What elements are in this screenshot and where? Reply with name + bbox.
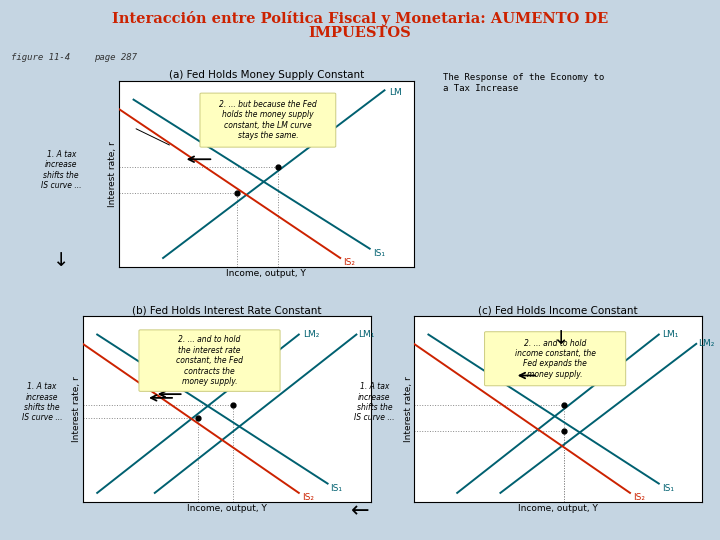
Text: 2. ... and to hold
the interest rate
constant, the Fed
contracts the
money suppl: 2. ... and to hold the interest rate con… xyxy=(176,335,243,386)
FancyBboxPatch shape xyxy=(200,93,336,147)
Text: LM₂: LM₂ xyxy=(303,330,320,339)
Text: page 287: page 287 xyxy=(94,53,137,62)
Y-axis label: Interest rate, r: Interest rate, r xyxy=(404,376,413,442)
Text: ↓: ↓ xyxy=(554,329,570,348)
Text: figure 11-4: figure 11-4 xyxy=(11,53,70,62)
Text: a Tax Increase: a Tax Increase xyxy=(443,84,518,93)
Text: 1. A tax
increase
shifts the
IS curve ...: 1. A tax increase shifts the IS curve ..… xyxy=(354,382,395,422)
Text: IS₂: IS₂ xyxy=(633,493,645,502)
Text: ↓: ↓ xyxy=(53,251,69,270)
Text: IS₂: IS₂ xyxy=(343,258,355,267)
Text: 2. ... but because the Fed
holds the money supply
constant, the LM curve
stays t: 2. ... but because the Fed holds the mon… xyxy=(219,100,317,140)
Text: The Response of the Economy to: The Response of the Economy to xyxy=(443,73,604,82)
Text: 1. A tax
increase
shifts the
IS curve ...: 1. A tax increase shifts the IS curve ..… xyxy=(41,150,81,190)
Text: IMPUESTOS: IMPUESTOS xyxy=(309,26,411,40)
Text: IS₁: IS₁ xyxy=(373,248,384,258)
Text: 2. ... and to hold
income constant, the
Fed expands the
money supply.: 2. ... and to hold income constant, the … xyxy=(515,339,595,379)
X-axis label: Income, output, Y: Income, output, Y xyxy=(518,504,598,512)
Y-axis label: Interest rate, r: Interest rate, r xyxy=(109,141,117,207)
Text: LM₁: LM₁ xyxy=(662,330,678,339)
X-axis label: Income, output, Y: Income, output, Y xyxy=(227,269,306,278)
Text: IS₁: IS₁ xyxy=(330,484,343,492)
Text: IS₁: IS₁ xyxy=(662,484,674,492)
Text: Interacción entre Política Fiscal y Monetaria: AUMENTO DE: Interacción entre Política Fiscal y Mone… xyxy=(112,11,608,26)
X-axis label: Income, output, Y: Income, output, Y xyxy=(187,504,266,512)
Text: LM₁: LM₁ xyxy=(358,330,374,339)
Title: (b) Fed Holds Interest Rate Constant: (b) Fed Holds Interest Rate Constant xyxy=(132,305,322,315)
FancyBboxPatch shape xyxy=(485,332,626,386)
Text: LM₂: LM₂ xyxy=(698,339,714,348)
Title: (a) Fed Holds Money Supply Constant: (a) Fed Holds Money Supply Constant xyxy=(168,70,364,80)
FancyBboxPatch shape xyxy=(139,330,280,392)
Y-axis label: Interest rate, r: Interest rate, r xyxy=(73,376,81,442)
Text: ←: ← xyxy=(351,501,369,521)
Text: LM: LM xyxy=(389,87,402,97)
Title: (c) Fed Holds Income Constant: (c) Fed Holds Income Constant xyxy=(478,305,638,315)
Text: IS₂: IS₂ xyxy=(302,493,314,502)
Text: 1. A tax
increase
shifts the
IS curve ...: 1. A tax increase shifts the IS curve ..… xyxy=(22,382,62,422)
